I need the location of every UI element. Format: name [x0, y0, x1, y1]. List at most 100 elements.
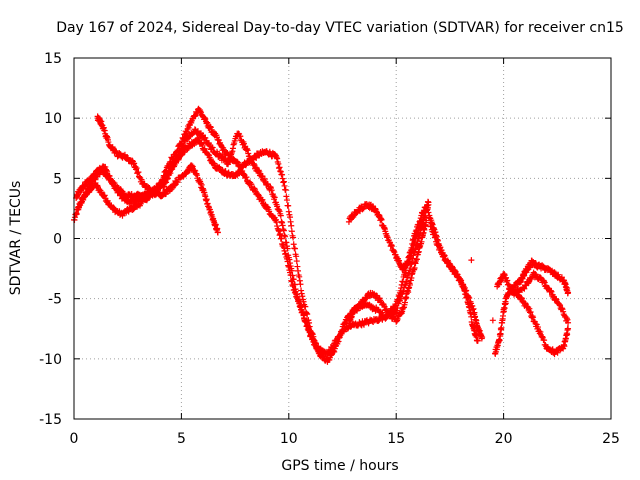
- data-point: [211, 160, 218, 167]
- data-point: [299, 308, 306, 315]
- data-point: [390, 248, 397, 255]
- data-point: [309, 334, 316, 341]
- data-point: [296, 273, 303, 280]
- data-point: [261, 176, 268, 183]
- data-point: [255, 191, 262, 198]
- data-point: [521, 285, 528, 292]
- data-point: [309, 336, 316, 343]
- y-axis-label: SDTVAR / TECUs: [8, 181, 24, 296]
- data-point: [297, 302, 304, 309]
- data-point: [290, 276, 297, 283]
- data-point: [506, 282, 513, 289]
- data-point: [298, 290, 305, 297]
- data-point: [242, 162, 249, 169]
- data-point: [469, 306, 476, 313]
- data-point: [259, 196, 266, 203]
- data-point: [518, 294, 525, 301]
- data-point: [428, 223, 435, 230]
- data-point: [77, 199, 84, 206]
- data-point: [279, 171, 286, 178]
- data-point: [398, 281, 405, 288]
- data-point: [291, 281, 298, 288]
- data-point: [441, 252, 448, 259]
- data-point: [479, 334, 486, 341]
- data-point: [291, 245, 298, 252]
- data-point: [558, 305, 565, 312]
- data-point: [229, 145, 236, 152]
- data-point: [465, 294, 472, 301]
- data-point: [382, 306, 389, 313]
- data-point: [78, 198, 85, 205]
- x-tick-label: 25: [602, 431, 620, 447]
- data-point: [116, 150, 123, 157]
- data-point: [270, 193, 277, 200]
- data-point: [333, 338, 340, 345]
- data-point: [180, 142, 187, 149]
- data-point: [565, 319, 572, 326]
- data-point: [101, 192, 108, 199]
- data-point: [201, 114, 208, 121]
- data-point: [299, 309, 306, 316]
- data-point: [432, 234, 439, 241]
- data-point: [297, 281, 304, 288]
- y-tick-label: 15: [44, 51, 62, 67]
- data-point: [131, 160, 138, 167]
- data-point: [81, 183, 88, 190]
- x-tick-label: 15: [387, 431, 405, 447]
- data-point: [280, 226, 287, 233]
- data-point: [330, 343, 337, 350]
- data-point: [185, 124, 192, 131]
- data-point: [397, 287, 404, 294]
- data-point: [208, 145, 215, 152]
- data-point: [288, 228, 295, 235]
- data-point: [390, 306, 397, 313]
- x-tick-label: 20: [495, 431, 513, 447]
- data-point: [287, 214, 294, 221]
- data-point: [290, 234, 297, 241]
- data-point: [289, 272, 296, 279]
- data-point: [541, 278, 548, 285]
- data-point: [183, 136, 190, 143]
- data-point: [280, 179, 287, 186]
- data-point: [214, 229, 221, 236]
- data-point: [359, 206, 366, 213]
- data-point: [271, 194, 278, 201]
- data-point: [134, 170, 141, 177]
- data-point: [463, 287, 470, 294]
- data-point: [263, 203, 270, 210]
- data-point: [295, 267, 302, 274]
- data-point: [161, 183, 168, 190]
- data-point: [468, 257, 475, 264]
- x-axis-label: GPS time / hours: [281, 458, 398, 474]
- data-point: [280, 178, 287, 185]
- data-point: [243, 174, 250, 181]
- data-point: [395, 293, 402, 300]
- data-point: [287, 218, 294, 225]
- data-point: [334, 336, 341, 343]
- data-point: [526, 305, 533, 312]
- data-point: [384, 234, 391, 241]
- data-point: [274, 223, 281, 230]
- data-point: [388, 241, 395, 248]
- data-point: [306, 328, 313, 335]
- data-point: [320, 353, 327, 360]
- data-point: [171, 182, 178, 189]
- data-point: [267, 183, 274, 190]
- data-point: [275, 226, 282, 233]
- data-point: [299, 293, 306, 300]
- data-point: [234, 158, 241, 165]
- data-point: [133, 165, 140, 172]
- data-point: [161, 177, 168, 184]
- data-point: [273, 154, 280, 161]
- data-point: [292, 286, 299, 293]
- data-point: [452, 268, 459, 275]
- data-point: [85, 186, 92, 193]
- data-point: [295, 297, 302, 304]
- data-point: [281, 247, 288, 254]
- data-point: [283, 193, 290, 200]
- data-point: [393, 302, 400, 309]
- data-point: [279, 175, 286, 182]
- data-point: [318, 350, 325, 357]
- data-point: [244, 147, 251, 154]
- data-point: [252, 164, 259, 171]
